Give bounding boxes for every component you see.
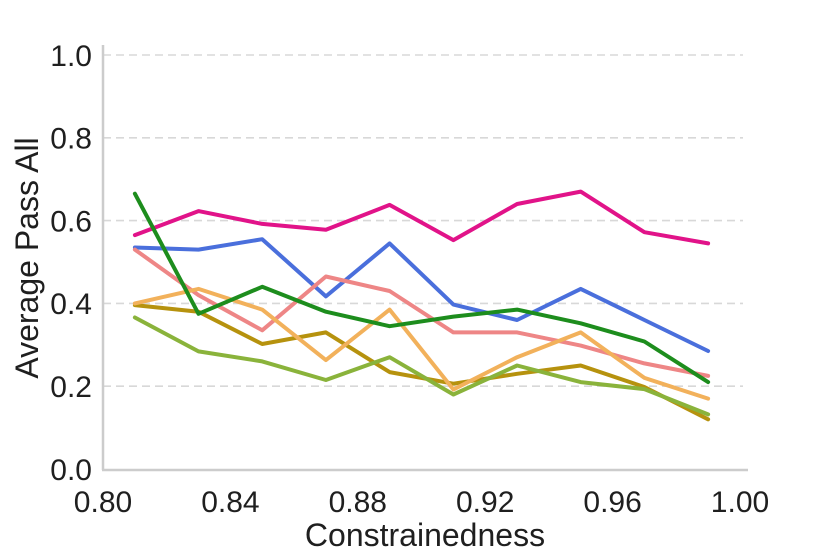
salmon-line — [132, 247, 711, 378]
grid-layer — [103, 54, 743, 388]
x-tick-label-0.92: 0.92 — [456, 486, 514, 519]
x-tick-label-1.00: 1.00 — [711, 486, 769, 519]
y-axis-label: Average Pass All — [9, 137, 45, 378]
axes-spines — [101, 45, 748, 472]
series-layer — [132, 189, 711, 422]
y-tick-label-0.8: 0.8 — [50, 123, 92, 156]
y-tick-label-0.6: 0.6 — [50, 205, 92, 238]
blue-line — [132, 237, 711, 353]
x-tick-label-0.80: 0.80 — [74, 486, 132, 519]
green-line — [132, 191, 711, 385]
y-tick-label-1.0: 1.0 — [50, 40, 92, 73]
x-axis-label: Constrainedness — [305, 517, 545, 553]
x-tick-label-0.88: 0.88 — [329, 486, 387, 519]
yellow-green-line — [132, 315, 711, 417]
magenta-line — [132, 189, 711, 246]
tick-label-layer: 0.0 0.2 0.4 0.6 0.8 1.0 0.80 0.84 0.88 0.92 0.96 1.… — [50, 40, 769, 519]
x-tick-label-0.96: 0.96 — [583, 486, 641, 519]
y-tick-label-0.0: 0.0 — [50, 454, 92, 487]
y-tick-label-0.2: 0.2 — [50, 371, 92, 404]
x-tick-label-0.84: 0.84 — [201, 486, 259, 519]
y-tick-label-0.4: 0.4 — [50, 288, 92, 321]
